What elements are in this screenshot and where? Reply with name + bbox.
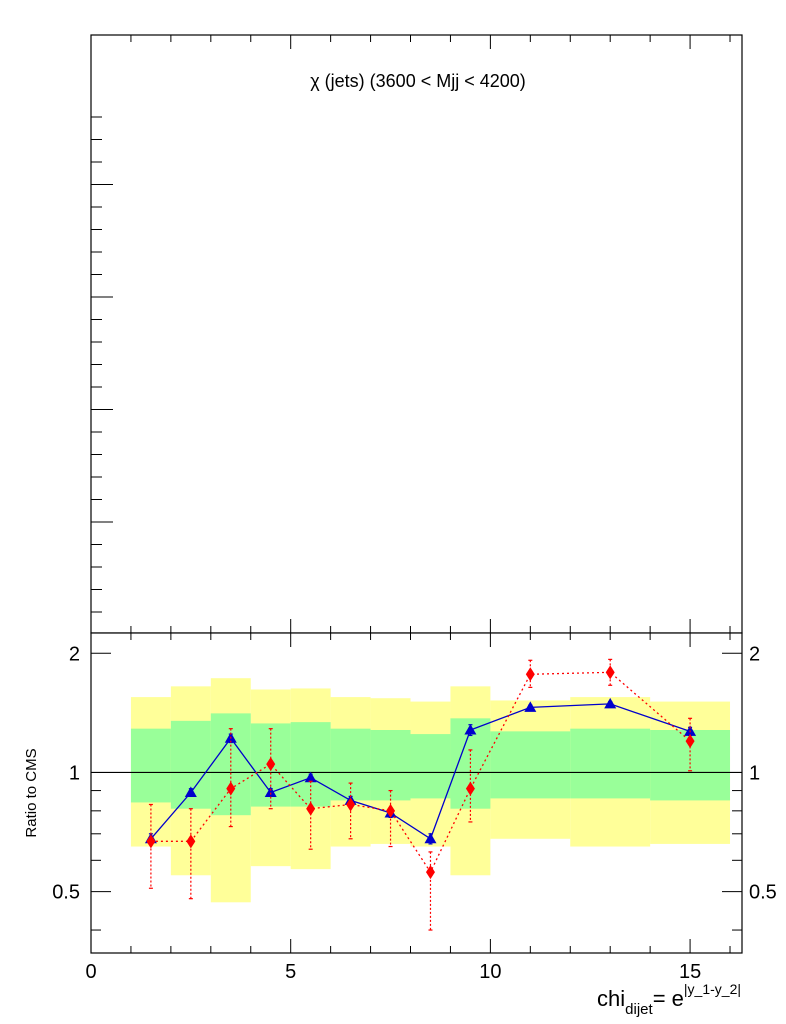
inner-band-bin [290,722,331,807]
x-axis-label-sup: |y_1-y_2| [684,981,741,997]
y-tick-label-left: 2 [69,643,80,665]
x-axis-label-main: chi [597,986,625,1011]
inner-band-bin [370,730,411,801]
y-tick-label-right: 1 [749,762,760,784]
series-layer [144,658,697,931]
ratio-axis-ticks [90,633,742,953]
x-axis-label-eq: = e [653,986,684,1011]
x-axis-label-sub: dijet [625,1001,653,1018]
top-panel-ticks [90,35,731,633]
data-point-diamond [605,665,615,680]
data-point-diamond [306,801,316,816]
x-tick-label: 0 [85,961,96,983]
inner-band-bin [490,731,571,799]
inner-band-bin [330,728,371,801]
y-tick-label-left: 0.5 [52,882,80,904]
x-tick-label: 10 [479,961,501,983]
data-point-diamond [425,865,435,880]
data-point-diamond [465,781,475,796]
series-line-diamond [150,671,691,874]
ratio-panel: 0 5 10 15 0.5 1 2 0.5 1 2 Ratio to CMS chidijet= … [23,632,777,1018]
tick-labels: 0 5 10 15 0.5 1 2 0.5 1 2 [52,643,777,983]
ratio-panel-frame [90,632,743,954]
inner-band-bin [130,728,171,803]
data-point-diamond [685,734,695,749]
inner-band-bin [570,728,651,799]
data-point-triangle [524,701,537,712]
x-tick-label: 5 [285,961,296,983]
x-axis-label: chidijet= e|y_1-y_2| [597,981,741,1018]
data-point-diamond [266,757,276,772]
data-point-diamond [386,803,396,818]
series-line-triangle [150,703,691,840]
data-point-diamond [226,781,236,796]
y-tick-label-left: 1 [69,762,80,784]
data-point-triangle [304,771,317,783]
top-panel-frame [90,34,743,634]
y-tick-label-right: 0.5 [749,882,777,904]
data-point-diamond [525,667,535,682]
inner-band-bin [410,734,451,799]
series-diamond [146,658,695,931]
top-panel: χ (jets) (3600 < Mjj < 4200) [90,34,743,634]
data-point-triangle [424,832,437,844]
data-point-diamond [146,834,156,849]
data-point-triangle [604,697,617,709]
data-point-triangle [184,786,197,797]
top-panel-title: χ (jets) (3600 < Mjj < 4200) [310,71,526,91]
data-point-triangle [264,786,277,797]
x-tick-label: 15 [679,961,701,983]
data-point-diamond [346,797,356,812]
data-point-diamond [186,834,196,849]
y-axis-label: Ratio to CMS [23,748,40,837]
data-point-triangle [464,724,477,735]
y-tick-label-right: 2 [749,643,760,665]
